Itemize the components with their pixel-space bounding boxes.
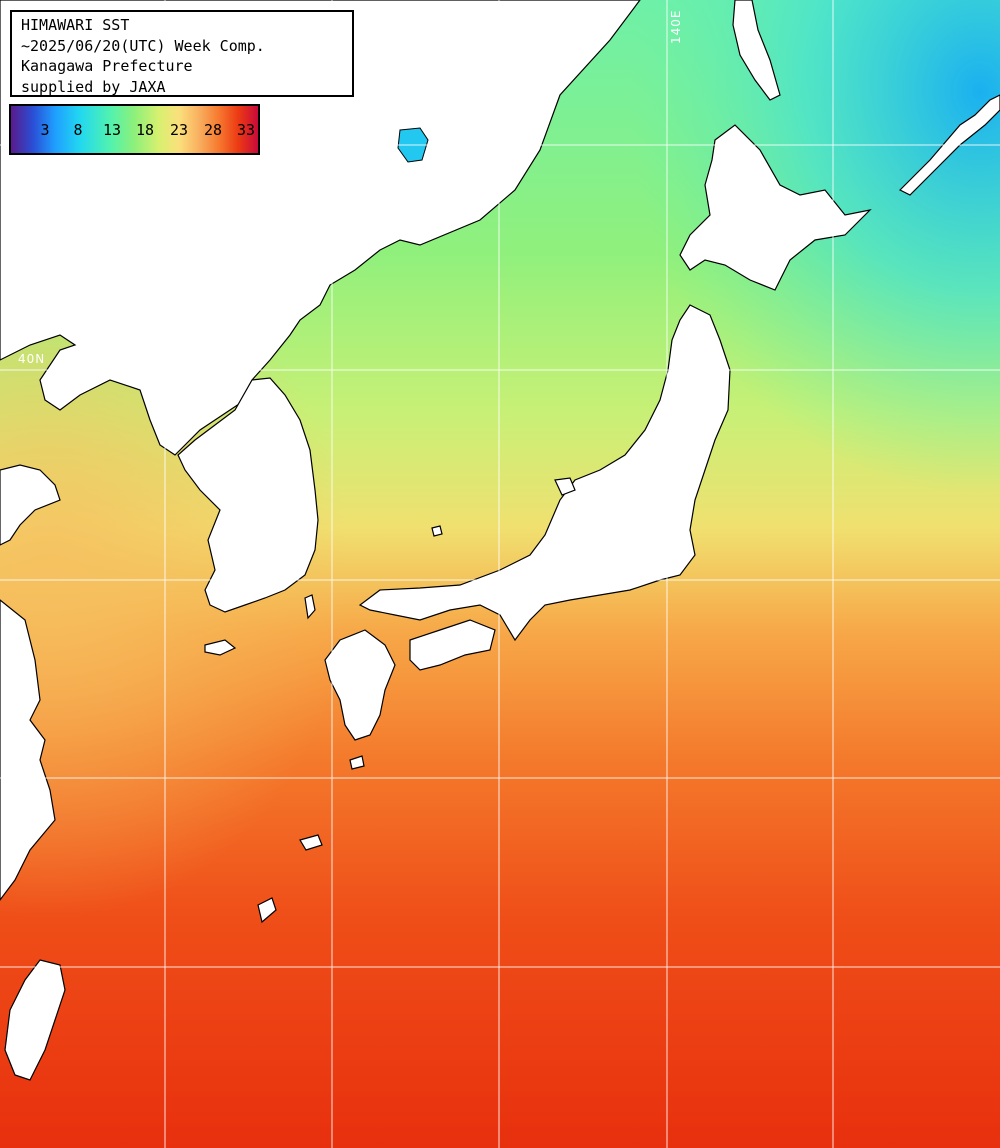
temperature-legend: 3 8 13 18 23 28 33 <box>9 104 260 155</box>
land-china-south <box>0 599 56 901</box>
land-sakhalin <box>732 0 781 101</box>
land-kyushu <box>324 629 396 741</box>
title-line-4: supplied by JAXA <box>21 77 166 96</box>
land-sado <box>554 477 576 496</box>
land-ryukyu-1 <box>299 834 323 851</box>
title-line-1: HIMAWARI SST <box>21 16 130 34</box>
title-line-2: ~2025/06/20(UTC) Week Comp. <box>21 36 265 55</box>
land-jeju <box>204 639 237 656</box>
title-line-3: Kanagawa Prefecture <box>21 57 193 75</box>
map-title-box: HIMAWARI SST ~2025/06/20(UTC) Week Comp.… <box>10 10 354 97</box>
land-ryukyu-3 <box>349 755 365 770</box>
legend-label: 18 <box>135 121 155 139</box>
land-oki <box>431 525 443 537</box>
land-taiwan <box>4 959 66 1081</box>
legend-label: 8 <box>73 121 83 139</box>
legend-label: 28 <box>203 121 223 139</box>
legend-label: 13 <box>102 121 122 139</box>
land-korea <box>177 377 319 613</box>
land-honshu <box>358 304 731 642</box>
legend-label: 33 <box>236 121 256 139</box>
land-hokkaido <box>679 124 872 291</box>
land-ryukyu-2 <box>257 897 277 924</box>
latitude-label: 40N <box>18 352 46 366</box>
land-china-coast <box>0 464 61 546</box>
legend-label: 3 <box>40 121 50 139</box>
land-tsushima <box>304 594 316 620</box>
longitude-label: 140E <box>669 9 683 45</box>
land-shikoku <box>409 619 496 671</box>
legend-label: 23 <box>169 121 189 139</box>
